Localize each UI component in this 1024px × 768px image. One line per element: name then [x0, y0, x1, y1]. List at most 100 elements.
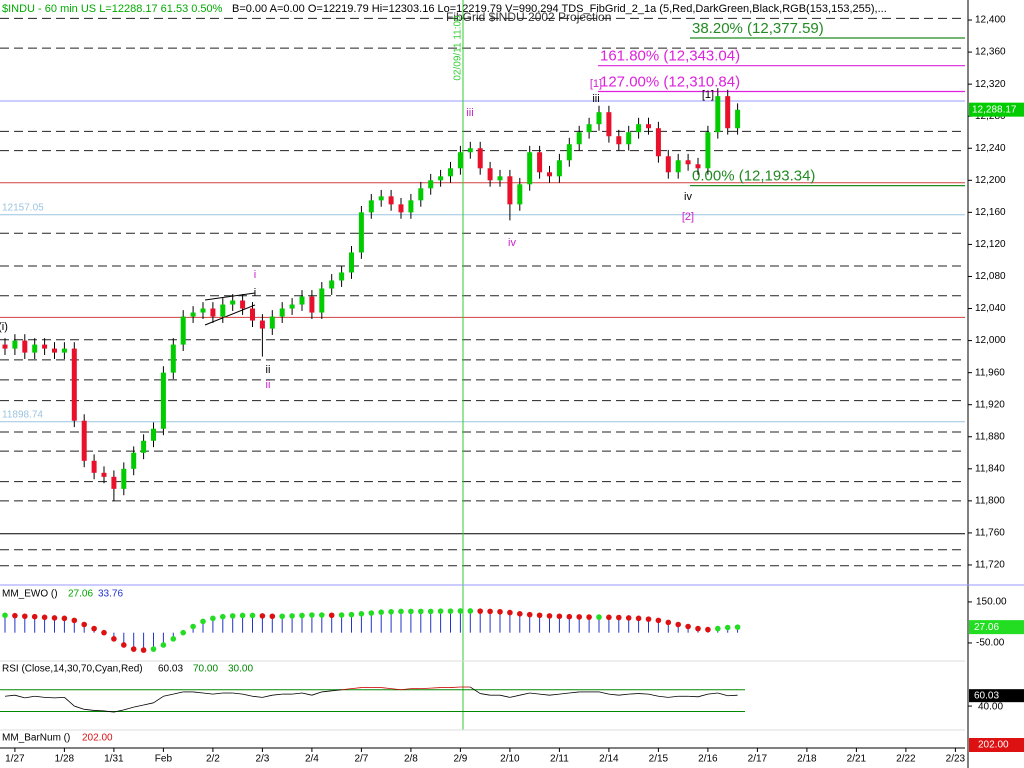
rsi-segment [123, 706, 134, 711]
wave-label: iv [684, 191, 692, 203]
ewo-dot [41, 614, 48, 621]
candle-body [279, 308, 285, 317]
candle-body [497, 176, 503, 181]
ewo-dot [734, 624, 741, 630]
candle-body [22, 340, 28, 353]
ewo-dot [526, 611, 533, 618]
candle-body [636, 124, 642, 133]
y-tick-label: 12,360 [975, 47, 1006, 58]
candle-body [616, 136, 622, 145]
ewo-dot [279, 613, 286, 620]
rsi-segment [727, 694, 738, 697]
x-tick-label: 2/17 [748, 754, 768, 765]
rsi-segment [341, 688, 352, 691]
wave-label: iii [466, 107, 473, 119]
ewo-dot [81, 621, 87, 628]
rsi-segment [64, 697, 75, 707]
rsi-segment [44, 696, 55, 699]
value-box-label: 27.06 [974, 622, 999, 633]
candle-body [398, 204, 404, 213]
ewo-dot [596, 614, 602, 620]
x-tick-label: 2/9 [453, 754, 467, 765]
y-tick-label: 40.00 [978, 702, 1003, 713]
x-tick-label: 2/23 [946, 754, 966, 765]
ewo-dot [239, 612, 246, 619]
ewo-dot [566, 613, 573, 620]
x-tick-label: 2/2 [206, 754, 220, 765]
value-box [969, 738, 1024, 752]
rsi-segment [499, 694, 510, 698]
candle-body [477, 148, 483, 169]
rsi-segment [648, 693, 659, 697]
ewo-dot [130, 646, 137, 652]
candle-body [586, 124, 592, 133]
rsi-segment [668, 695, 679, 698]
ewo-dot [319, 612, 325, 618]
rsi-segment [272, 693, 283, 696]
wave-label: [1] [702, 89, 714, 101]
rsi-segment [301, 692, 312, 696]
rsi-segment [292, 692, 303, 695]
fib-label: 127.00% (12,310.84) [600, 73, 740, 90]
rsi-segment [94, 710, 105, 712]
ewo-dot [536, 612, 543, 619]
rsi-segment [351, 687, 362, 690]
rsi-segment [212, 692, 223, 695]
rsi-segment [153, 695, 164, 704]
candle-body [52, 348, 57, 353]
rsi-segment [14, 694, 25, 699]
x-tick-label: 2/16 [698, 754, 718, 765]
y-tick-label: 12,240 [975, 143, 1006, 154]
ewo-dot [170, 636, 177, 642]
y-tick-label: 12,120 [975, 239, 1006, 250]
candle-body [91, 460, 97, 473]
rsi-segment [262, 694, 273, 698]
y-tick-label: 11,960 [975, 367, 1005, 378]
candle-body [527, 152, 533, 185]
ewo-dot [328, 612, 335, 619]
ewo-dot [437, 608, 444, 614]
time-marker-label: 02/09/11 11:00 [453, 15, 464, 81]
ewo-dot [517, 611, 523, 617]
ewo-dot [576, 614, 582, 620]
panel-title: RSI (Close,14,30,70,Cyan,Red) [2, 664, 143, 675]
candle-body [42, 344, 48, 349]
ewo-dot [378, 609, 385, 615]
candle-body [418, 188, 424, 201]
candle-body [220, 304, 226, 317]
rsi-segment [74, 705, 85, 710]
ewo-dot [259, 613, 266, 619]
fib-label: 161.80% (12,343.04) [600, 48, 740, 65]
ewo-dot [497, 608, 503, 615]
candle-body [507, 176, 513, 205]
ewo-dot [22, 613, 28, 620]
rsi-segment [450, 686, 461, 688]
x-tick-label: 1/27 [5, 754, 25, 765]
candle-body [250, 308, 255, 321]
rsi-segment [598, 691, 609, 695]
x-tick-label: 2/15 [649, 754, 669, 765]
y-tick-label: 12,320 [975, 79, 1006, 90]
rsi-segment [549, 693, 560, 696]
rsi-segment [480, 693, 491, 696]
ewo-dot [556, 613, 563, 620]
fib-label: 0.00% (12,193.34) [692, 168, 815, 185]
wave-label: [2] [682, 211, 694, 223]
ewo-dot [229, 613, 236, 619]
ewo-dot [140, 647, 147, 653]
wave-label: i [254, 287, 256, 299]
ewo-dot [31, 613, 38, 620]
value-box-label: 202.00 [978, 740, 1009, 751]
ewo-dot [111, 636, 117, 642]
value-box-label: 60.03 [974, 690, 999, 701]
rsi-segment [658, 695, 669, 698]
ewo-dot [645, 616, 652, 622]
last-price-label: 12,288.17 [972, 104, 1017, 115]
x-tick-label: 2/8 [404, 754, 418, 765]
candle-body [665, 156, 671, 173]
panel-lower: 30.00 [228, 664, 253, 675]
y-tick-label: 11,880 [975, 431, 1005, 442]
candle-body [646, 124, 651, 129]
